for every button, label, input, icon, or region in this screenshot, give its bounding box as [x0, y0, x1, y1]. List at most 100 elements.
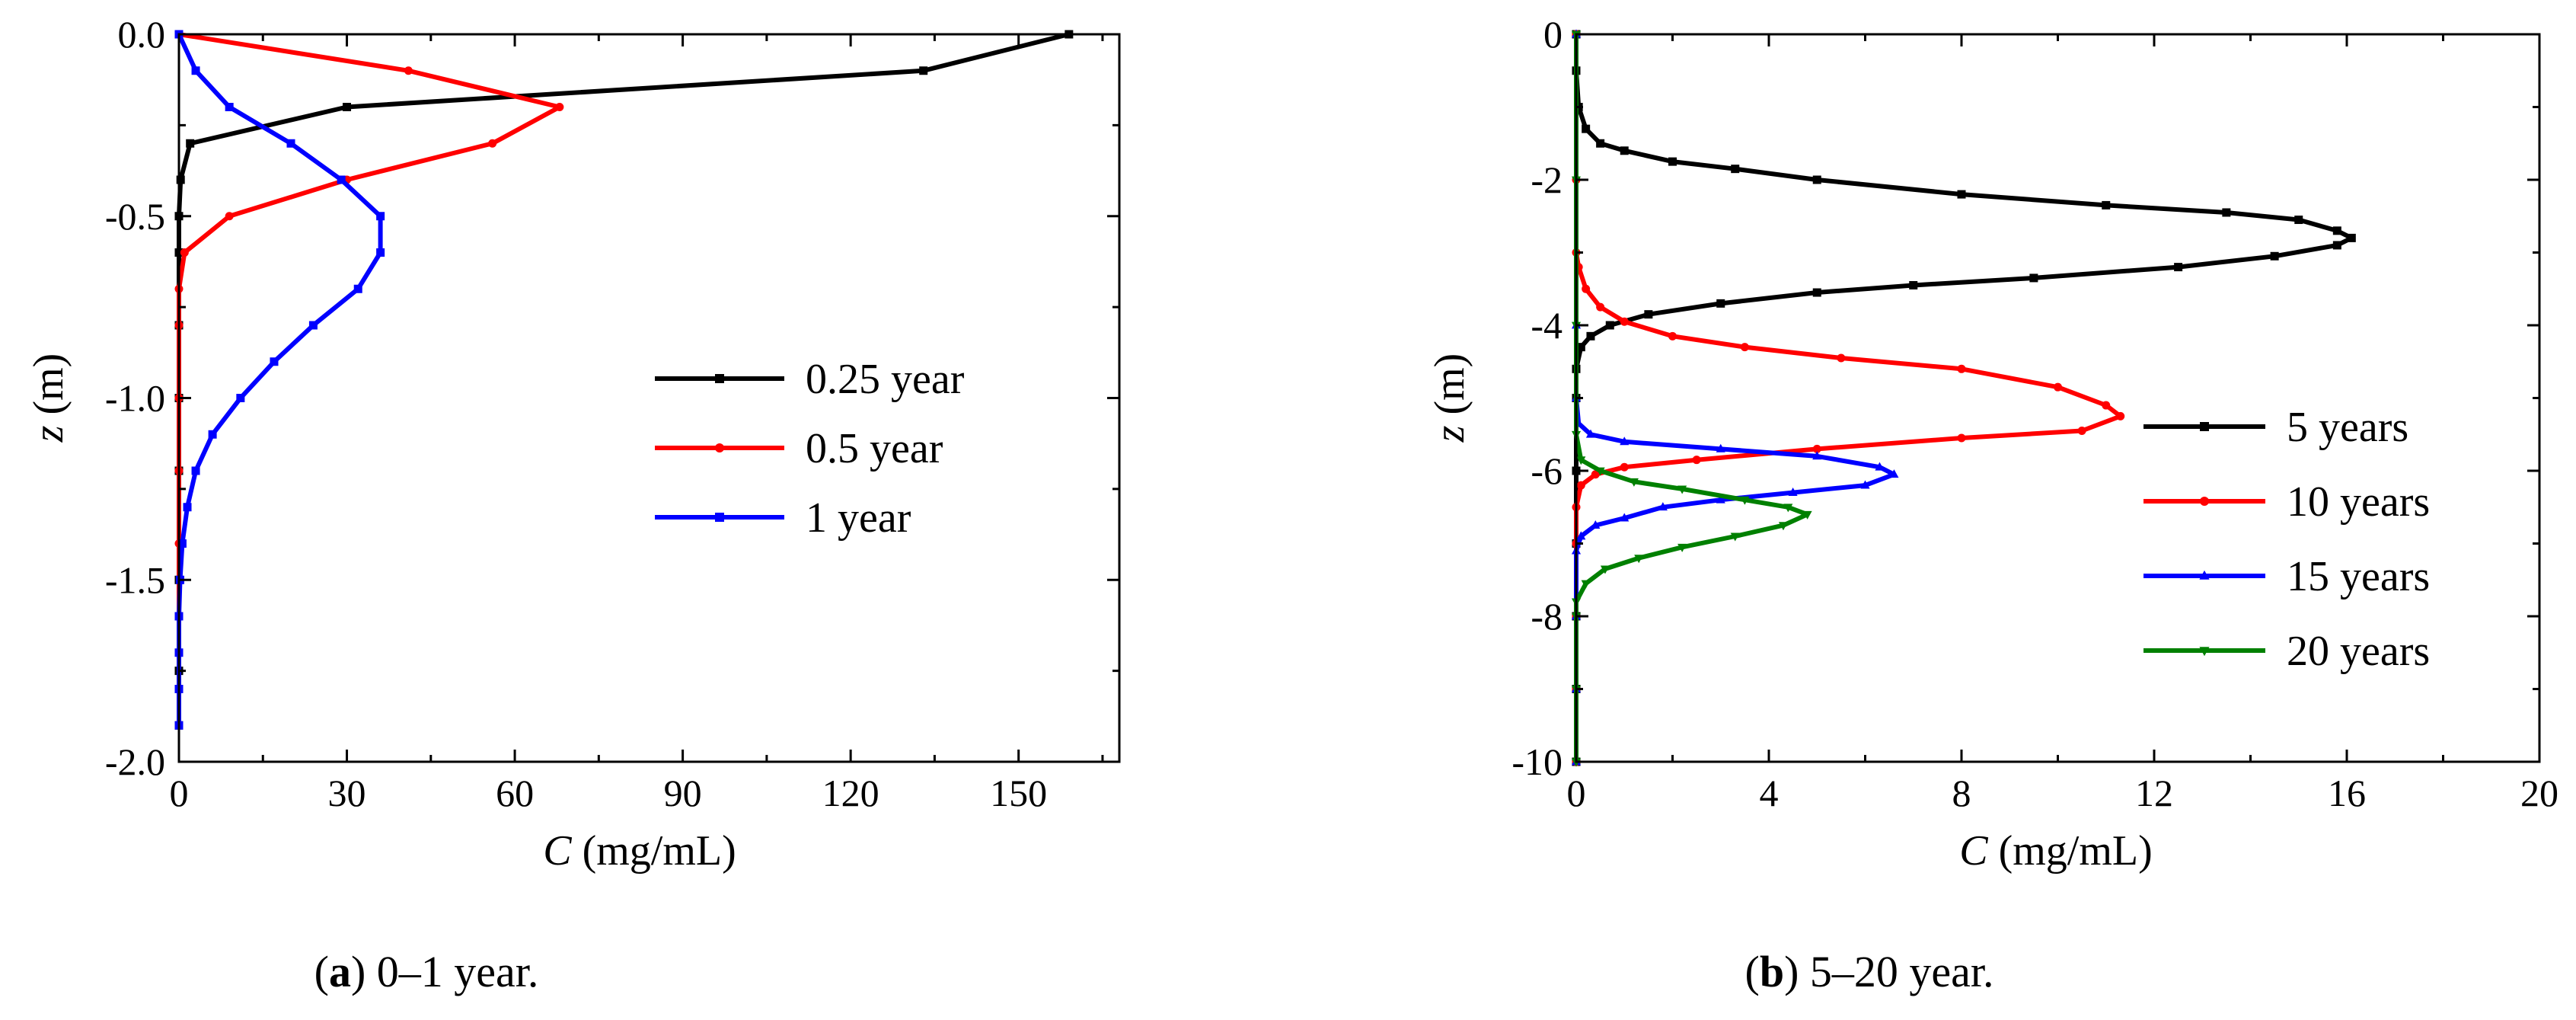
b-data-point-5-years-10: [2102, 200, 2111, 209]
a-plot-frame: [177, 33, 1121, 763]
b-data-point-5-years-17: [2174, 263, 2183, 272]
a-data-point-1-year-2: [225, 103, 234, 111]
b-legend-label-15-years: 15 years: [2287, 553, 2430, 600]
b-y-tick-label-0: 0: [1543, 13, 1563, 56]
b-data-point-5-years-8: [1812, 175, 1821, 184]
a-legend-label-0-5-year: 0.5 year: [806, 425, 943, 472]
panel-b: 0 4 8 12 16 20 0 -2 -4 -6 -8 -10 5 years 10 years 15 …: [1426, 13, 2558, 996]
b-data-point-15-years-7: [1812, 451, 1822, 460]
b-caption-text: 5–20 year.: [1799, 947, 1993, 996]
b-data-point-20-years-11: [1778, 522, 1789, 531]
a-data-point-1-year-12: [191, 466, 200, 475]
a-legend-label-0-25-year: 0.25 year: [806, 356, 965, 403]
a-y-tick-label-2: -1.0: [105, 377, 165, 420]
a-legend-marker-0-25-year: [715, 374, 724, 383]
b-data-point-5-years-25: [1576, 343, 1585, 352]
a-ticks: 0 30 60 90 120 150 0.0 -0.5 -1.0 -1.5 -2.0: [105, 13, 1119, 814]
a-x-tick-label-4: 120: [822, 772, 879, 814]
b-series-line-10-years: [1574, 34, 2123, 762]
b-legend-label-5-years: 5 years: [2287, 404, 2408, 451]
b-data-point-10-years-17: [1692, 456, 1701, 465]
b-data-point-15-years-11: [1788, 488, 1798, 497]
a-legend-item-1-year: 1 year: [655, 494, 911, 542]
a-x-tick-label-1: 30: [328, 772, 366, 814]
b-data-point-5-years-20: [1812, 288, 1821, 297]
a-caption: (a) 0–1 year.: [314, 947, 539, 996]
b-data-point-15-years-10: [1860, 480, 1870, 489]
a-x-tick-label-2: 60: [496, 772, 534, 814]
b-x-tick-label-1: 4: [1760, 772, 1779, 814]
b-data-point-20-years-14: [1634, 555, 1644, 564]
a-x-axis-variable: C: [543, 827, 572, 875]
b-data-point-5-years-9: [1957, 190, 1966, 199]
b-data-point-5-years-22: [1644, 310, 1653, 319]
a-y-tick-label-4: -2.0: [105, 740, 165, 783]
b-data-point-20-years-9: [1783, 504, 1793, 513]
b-data-point-15-years-15: [1591, 520, 1601, 529]
a-caption-close: ): [351, 947, 365, 996]
svg-text:z (m): z (m): [25, 353, 72, 443]
b-caption: (b) 5–20 year.: [1744, 947, 1993, 996]
a-x-axis-unit: (mg/mL): [572, 827, 736, 875]
b-y-tick-label-1: -2: [1531, 158, 1563, 201]
b-data-point-5-years-16: [2270, 251, 2279, 261]
b-x-tick-label-4: 16: [2328, 772, 2366, 814]
a-caption-open: (: [314, 947, 329, 996]
b-series-line-20-years: [1574, 34, 1810, 762]
a-data-point-0-25-year-1: [919, 66, 928, 75]
a-data-point-1-year-11: [208, 430, 217, 439]
b-data-point-10-years-11: [2054, 382, 2062, 392]
svg-text:z (m): z (m): [1426, 353, 1473, 443]
b-data-point-10-years-20: [1576, 481, 1585, 490]
b-data-point-10-years-5: [1596, 302, 1605, 312]
b-y-tick-label-5: -10: [1511, 740, 1563, 783]
a-x-axis-title: C (mg/mL): [543, 827, 736, 875]
b-data-point-20-years-4: [1576, 456, 1586, 465]
b-data-point-5-years-11: [2222, 208, 2231, 217]
a-y-tick-label-0: 0.0: [118, 13, 166, 56]
b-y-axis-unit: (m): [1426, 353, 1473, 426]
b-legend-item-5-years: 5 years: [2143, 404, 2408, 451]
a-legend-item-0-25-year: 0.25 year: [655, 356, 965, 403]
b-data-point-5-years-13: [2332, 226, 2341, 235]
a-legend-label-1-year: 1 year: [806, 494, 911, 542]
b-caption-open: (: [1744, 947, 1759, 996]
b-data-point-5-years-7: [1731, 165, 1740, 174]
b-x-tick-label-5: 20: [2520, 772, 2558, 814]
b-series-line-15-years: [1574, 34, 1897, 762]
b-x-tick-label-3: 12: [2135, 772, 2173, 814]
b-data-point-10-years-14: [2077, 426, 2086, 435]
b-data-point-20-years-8: [1740, 496, 1750, 505]
b-legend: 5 years 10 years 15 years 20 years: [2143, 404, 2430, 675]
b-y-tick-label-3: -6: [1531, 449, 1563, 492]
a-caption-letter: a: [329, 947, 351, 996]
b-legend-label-10-years: 10 years: [2287, 478, 2430, 526]
b-data-point-20-years-10: [1802, 510, 1812, 520]
b-data-point-20-years-13: [1677, 543, 1687, 552]
b-legend-item-15-years: 15 years: [2143, 553, 2430, 600]
b-data-point-15-years-4: [1585, 429, 1596, 438]
b-data-point-15-years-8: [1875, 462, 1885, 471]
b-data-point-10-years-16: [1812, 444, 1821, 453]
b-x-axis-title: C (mg/mL): [1959, 827, 2153, 875]
b-y-tick-label-4: -8: [1531, 595, 1563, 638]
b-caption-letter: b: [1760, 947, 1784, 996]
a-data-point-0-5-year-2: [555, 103, 564, 111]
b-ticks: 0 4 8 12 16 20 0 -2 -4 -6 -8 -10: [1511, 13, 2558, 814]
b-data-point-10-years-12: [2102, 401, 2111, 410]
b-data-point-5-years-4: [1596, 139, 1605, 148]
a-caption-text: 0–1 year.: [365, 947, 538, 996]
b-x-tick-label-0: 0: [1567, 772, 1586, 814]
a-data-point-0-5-year-6: [180, 248, 189, 257]
a-series-1-year: [174, 30, 385, 730]
b-data-point-20-years-15: [1600, 565, 1610, 574]
b-series-20-years: [1571, 30, 1812, 767]
panel-a: 0 30 60 90 120 150 0.0 -0.5 -1.0 -1.5 -2.0 0.25 ye…: [25, 13, 1121, 996]
a-legend-marker-1-year: [715, 513, 724, 522]
a-data-point-0-25-year-3: [186, 139, 195, 148]
b-data-point-20-years-7: [1677, 485, 1687, 494]
b-data-point-15-years-9: [1889, 469, 1899, 478]
a-data-point-1-year-10: [236, 394, 245, 402]
b-data-point-15-years-12: [1716, 494, 1725, 504]
